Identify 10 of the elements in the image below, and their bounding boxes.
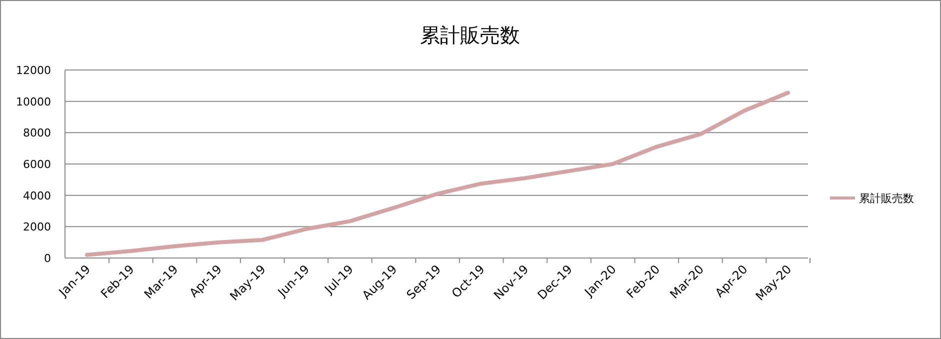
y-tick-label: 2000 [23,220,51,234]
y-tick-label: 6000 [23,158,51,171]
y-tick-label: 0 [44,252,51,265]
legend-label: 累計販売数 [859,192,914,205]
chart-title: 累計販売数 [420,23,520,47]
y-tick-label: 10000 [16,95,51,108]
y-tick-label: 4000 [23,189,51,202]
y-tick-label: 8000 [23,126,51,140]
y-tick-label: 12000 [16,64,51,77]
line-series [85,90,790,257]
